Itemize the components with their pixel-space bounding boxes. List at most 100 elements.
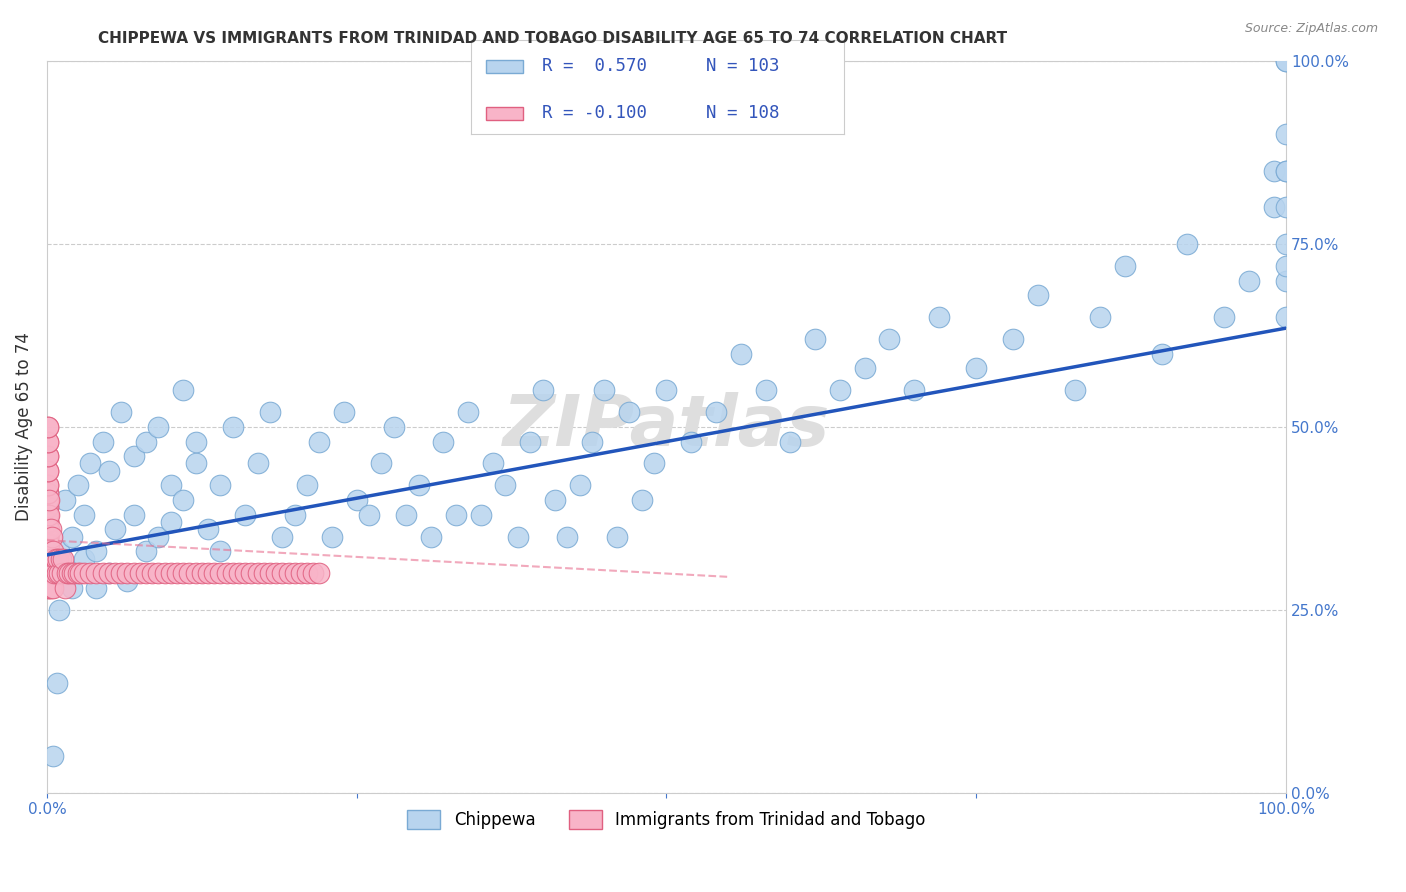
- Text: N = 108: N = 108: [706, 104, 779, 122]
- Point: [159, 478, 181, 492]
- Point: [79, 457, 101, 471]
- Point: [37, 464, 59, 478]
- Point: [39, 581, 62, 595]
- Point: [60, 566, 83, 581]
- Text: N = 103: N = 103: [706, 57, 779, 75]
- Point: [38, 508, 60, 522]
- Point: [166, 566, 188, 581]
- Point: [581, 434, 603, 449]
- Point: [37, 485, 59, 500]
- Point: [52, 551, 75, 566]
- Point: [730, 347, 752, 361]
- FancyBboxPatch shape: [486, 107, 523, 120]
- Point: [45, 566, 67, 581]
- Point: [104, 522, 127, 536]
- Point: [432, 434, 454, 449]
- Point: [39, 522, 62, 536]
- Point: [37, 537, 59, 551]
- Point: [73, 551, 96, 566]
- Point: [37, 478, 59, 492]
- Point: [37, 464, 59, 478]
- Point: [1275, 310, 1298, 325]
- Point: [135, 544, 157, 558]
- Point: [264, 566, 287, 581]
- Point: [55, 581, 77, 595]
- Point: [55, 493, 77, 508]
- Point: [66, 566, 89, 581]
- Point: [42, 544, 65, 558]
- Point: [172, 566, 194, 581]
- Point: [37, 500, 59, 515]
- Point: [444, 508, 467, 522]
- Point: [1275, 164, 1298, 178]
- Point: [128, 566, 150, 581]
- Point: [290, 566, 312, 581]
- Point: [97, 464, 120, 478]
- Point: [37, 544, 59, 558]
- Point: [1275, 201, 1298, 215]
- Text: CHIPPEWA VS IMMIGRANTS FROM TRINIDAD AND TOBAGO DISABILITY AGE 65 TO 74 CORRELAT: CHIPPEWA VS IMMIGRANTS FROM TRINIDAD AND…: [98, 31, 1008, 46]
- Point: [228, 566, 250, 581]
- Point: [1064, 384, 1087, 398]
- Point: [233, 508, 256, 522]
- Point: [37, 449, 59, 463]
- Point: [46, 551, 69, 566]
- Point: [159, 515, 181, 529]
- Point: [104, 566, 127, 581]
- Point: [1275, 237, 1298, 252]
- Point: [49, 551, 72, 566]
- Point: [457, 405, 479, 419]
- Point: [828, 384, 851, 398]
- Point: [1275, 164, 1298, 178]
- Point: [37, 420, 59, 434]
- Point: [308, 566, 330, 581]
- Point: [91, 566, 114, 581]
- Point: [284, 566, 307, 581]
- Point: [643, 457, 665, 471]
- Point: [277, 566, 299, 581]
- Point: [172, 384, 194, 398]
- Point: [1275, 54, 1298, 69]
- Point: [382, 420, 405, 434]
- Point: [555, 530, 578, 544]
- Point: [58, 566, 80, 581]
- Point: [370, 457, 392, 471]
- Point: [69, 566, 91, 581]
- Point: [470, 508, 492, 522]
- Point: [1275, 259, 1298, 273]
- Point: [55, 566, 77, 581]
- Point: [122, 449, 145, 463]
- Point: [48, 566, 70, 581]
- Point: [209, 544, 232, 558]
- Point: [333, 405, 356, 419]
- Point: [482, 457, 505, 471]
- Point: [1263, 164, 1285, 178]
- Point: [965, 361, 987, 376]
- Point: [1275, 128, 1298, 142]
- Point: [37, 522, 59, 536]
- Point: [630, 493, 652, 508]
- Point: [308, 434, 330, 449]
- Point: [37, 530, 59, 544]
- Point: [184, 457, 207, 471]
- Point: [38, 522, 60, 536]
- Point: [48, 544, 70, 558]
- Point: [66, 478, 89, 492]
- Point: [37, 508, 59, 522]
- Point: [395, 508, 418, 522]
- Point: [38, 551, 60, 566]
- Point: [804, 332, 827, 346]
- Point: [37, 581, 59, 595]
- Point: [1275, 54, 1298, 69]
- Point: [259, 566, 281, 581]
- Point: [38, 493, 60, 508]
- Point: [37, 434, 59, 449]
- Point: [779, 434, 801, 449]
- Point: [321, 530, 343, 544]
- Point: [197, 566, 219, 581]
- Point: [117, 574, 139, 588]
- Point: [122, 566, 145, 581]
- Text: ZIPatlas: ZIPatlas: [503, 392, 830, 461]
- Point: [48, 603, 70, 617]
- Point: [39, 551, 62, 566]
